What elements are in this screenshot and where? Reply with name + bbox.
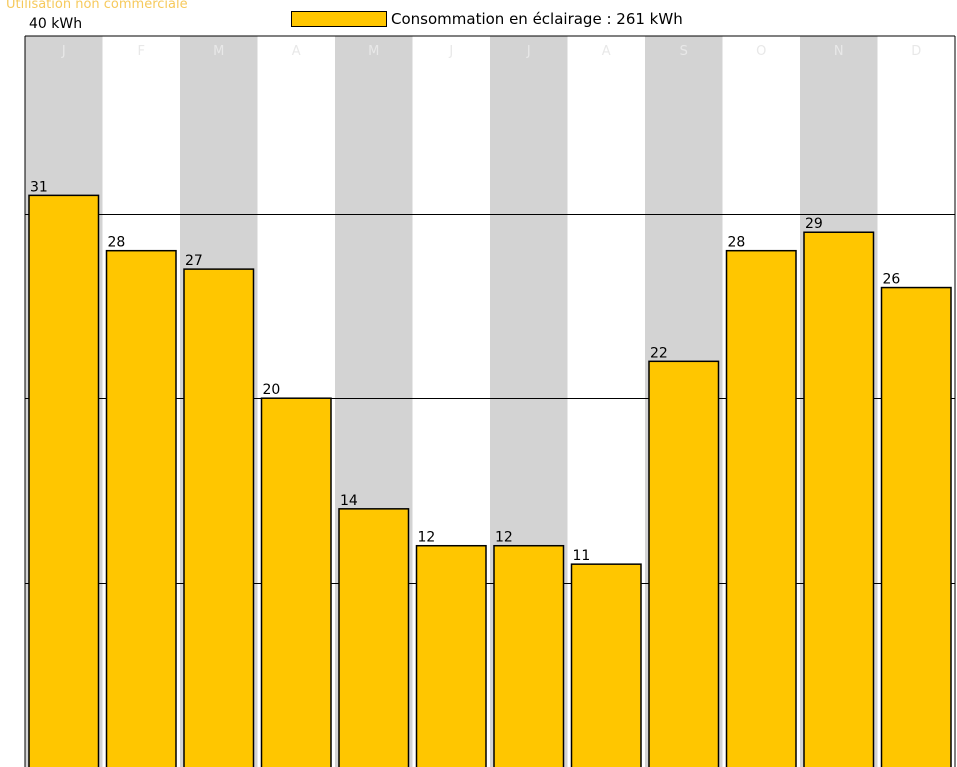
bar-value-label: 22 xyxy=(650,345,668,361)
bar-value-label: 26 xyxy=(883,272,901,288)
bar-value-label: 11 xyxy=(573,548,591,564)
legend-swatch xyxy=(291,11,387,27)
month-label: D xyxy=(911,44,921,59)
bar-value-label: 12 xyxy=(495,530,513,546)
month-label: M xyxy=(213,44,224,59)
month-label: J xyxy=(448,44,453,59)
bar xyxy=(260,397,332,767)
month-label: J xyxy=(61,44,66,59)
bar-value-label: 28 xyxy=(728,235,746,251)
bar-value-label: 31 xyxy=(30,179,48,195)
bar-value-label: 29 xyxy=(805,216,823,232)
bar-value-label: 27 xyxy=(185,253,203,269)
bar xyxy=(415,544,487,767)
month-label: S xyxy=(680,44,688,59)
bar xyxy=(880,286,952,767)
month-label: F xyxy=(138,44,145,59)
month-label: A xyxy=(292,44,301,59)
watermark-text: Utilisation non commerciale xyxy=(6,0,188,12)
month-label: M xyxy=(368,44,379,59)
month-label: N xyxy=(834,44,844,59)
y-axis-max-label: 40 kWh xyxy=(28,16,84,32)
month-label: J xyxy=(526,44,531,59)
bar-value-label: 28 xyxy=(108,235,126,251)
bar xyxy=(648,360,720,767)
bar xyxy=(803,231,875,767)
month-label: A xyxy=(602,44,611,59)
legend: Consommation en éclairage : 261 kWh xyxy=(291,10,683,28)
bar-value-label: 12 xyxy=(418,530,436,546)
bar xyxy=(570,563,642,767)
bar xyxy=(725,249,797,767)
legend-label: Consommation en éclairage : 261 kWh xyxy=(391,10,683,28)
bar xyxy=(105,249,177,767)
bar xyxy=(183,268,255,767)
bar xyxy=(28,194,100,767)
bar-value-label: 14 xyxy=(340,493,358,509)
bar xyxy=(493,544,565,767)
month-label: O xyxy=(756,44,766,59)
bar-value-label: 20 xyxy=(263,382,281,398)
bar xyxy=(338,508,410,767)
